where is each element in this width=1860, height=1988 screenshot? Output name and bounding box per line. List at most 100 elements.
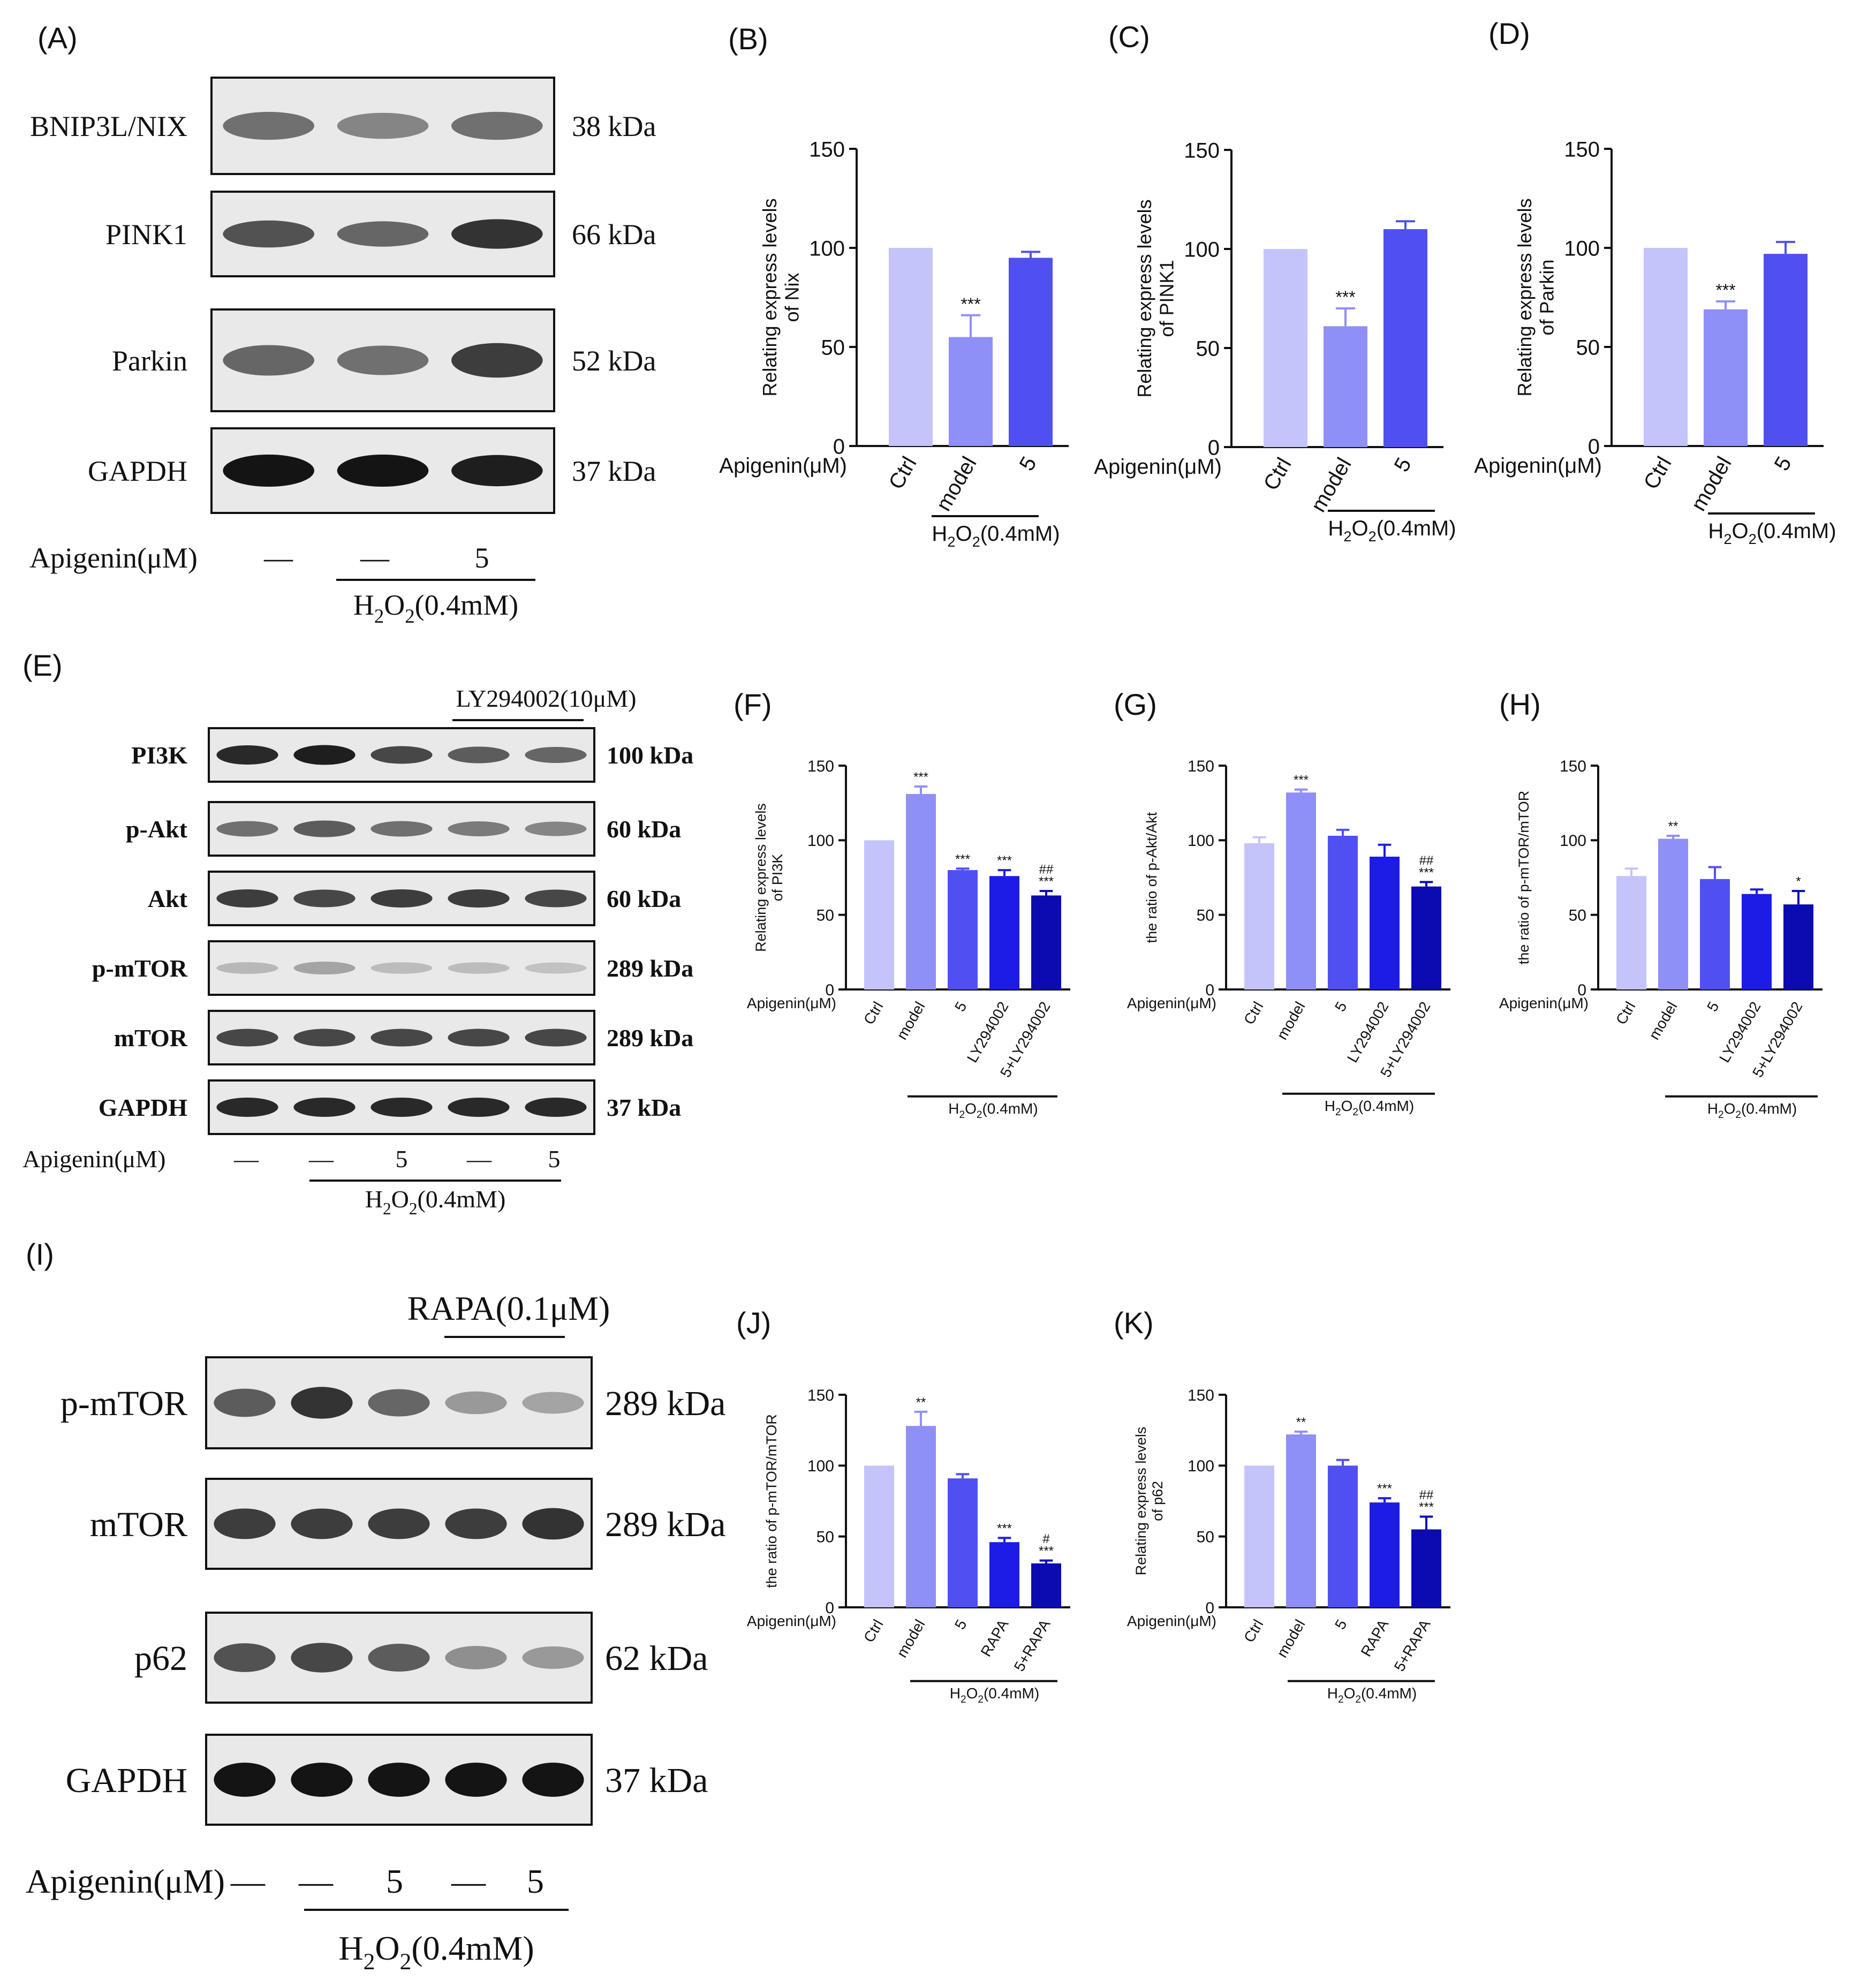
- panel-label: (G): [1114, 687, 1157, 721]
- y-axis-label: Relating express levels: [1133, 1427, 1149, 1576]
- y-tick-label: 50: [1197, 906, 1214, 924]
- bar: [1742, 894, 1772, 989]
- h2o2-label: H2O2(0.4mM): [365, 1185, 506, 1218]
- bar: [1658, 838, 1688, 989]
- panel-label: (D): [1488, 17, 1530, 50]
- y-tick-label: 150: [1560, 758, 1586, 775]
- blot-band: [522, 1508, 584, 1540]
- bar: [1370, 1502, 1400, 1607]
- bar: [1031, 1563, 1061, 1607]
- kda-label: 289 kDa: [605, 1505, 725, 1544]
- kda-label: 37 kDa: [607, 1094, 681, 1121]
- panel-label: (K): [1114, 1306, 1154, 1340]
- lane-treatment: —: [230, 1862, 266, 1900]
- y-tick-label: 100: [807, 1457, 834, 1475]
- blot-band: [368, 1763, 430, 1797]
- panel-label: (H): [1499, 687, 1541, 721]
- blot-band: [451, 219, 543, 249]
- blot-band: [216, 889, 278, 908]
- significance-mark: ***: [961, 294, 980, 314]
- protein-label: GAPDH: [66, 1761, 187, 1800]
- blot-band: [293, 1098, 356, 1117]
- blot-band: [522, 1763, 584, 1797]
- y-tick-label: 50: [1569, 906, 1586, 924]
- y-tick-label: 0: [1205, 1599, 1214, 1617]
- blot-band: [445, 1763, 507, 1797]
- y-tick-label: 100: [1564, 237, 1600, 260]
- significance-mark: **: [1668, 819, 1678, 834]
- panel-label-A: (A): [37, 21, 78, 55]
- blot-band: [368, 1389, 430, 1417]
- protein-label: p62: [134, 1639, 187, 1678]
- protein-label: GAPDH: [99, 1094, 187, 1121]
- bar: [864, 840, 894, 989]
- significance-mark: ***: [913, 770, 928, 784]
- blot-band: [371, 746, 433, 764]
- kda-label: 289 kDa: [607, 1024, 693, 1052]
- blot-band: [291, 1387, 353, 1419]
- bar-chart-b: (B) 0 50 100 150 Relating express levels of Ni…: [719, 22, 1069, 550]
- blot-band: [223, 454, 314, 487]
- blot-row-mtor: mTOR 289 kDa: [90, 1478, 725, 1570]
- blot-band: [293, 745, 356, 765]
- bar: [989, 876, 1019, 989]
- significance-mark: ***: [997, 1521, 1012, 1536]
- y-tick-label: 150: [1188, 1387, 1214, 1404]
- y-axis-label: of p62: [1150, 1481, 1166, 1521]
- blot-band: [216, 1098, 278, 1117]
- blot-band: [371, 1098, 433, 1117]
- bar: [1700, 879, 1730, 989]
- panel-label: (F): [734, 687, 772, 721]
- blot-band: [448, 1029, 510, 1047]
- y-tick-label: 150: [1184, 139, 1220, 162]
- lane-treatment: —: [263, 542, 293, 574]
- x-prefix-label: Apigenin(μM): [1127, 995, 1216, 1011]
- group-label: H2O2(0.4mM): [1325, 1098, 1414, 1118]
- blot-row-gapdh: GAPDH 37 kDa: [99, 1079, 681, 1135]
- x-prefix-label: Apigenin(μM): [1094, 455, 1222, 479]
- panel-label: (J): [736, 1306, 771, 1340]
- blot-row-bnip3l-nix: BNIP3L/NIX 38 kDa: [30, 77, 656, 175]
- significance-mark: **: [916, 1395, 926, 1410]
- blot-band: [371, 1029, 433, 1047]
- kda-label: 37 kDa: [572, 455, 656, 487]
- significance-mark: #: [1042, 1532, 1050, 1546]
- kda-label: 60 kDa: [607, 815, 681, 843]
- y-tick-label: 100: [1188, 1457, 1214, 1475]
- bar: [1704, 309, 1748, 446]
- blot-band: [451, 111, 543, 140]
- blot-band: [525, 747, 587, 763]
- y-tick-label: 0: [825, 1599, 834, 1617]
- blot-band: [216, 745, 278, 765]
- protein-label: GAPDH: [88, 455, 187, 487]
- bar: [1328, 835, 1358, 989]
- x-prefix-label: Apigenin(μM): [719, 454, 847, 478]
- blot-band: [448, 889, 510, 908]
- y-tick-label: 100: [1188, 832, 1214, 850]
- bar: [1244, 1465, 1274, 1607]
- blot-band: [451, 455, 543, 487]
- y-axis-label: of PI3K: [769, 854, 785, 902]
- kda-label: 60 kDa: [607, 885, 681, 912]
- panel-label: (C): [1108, 20, 1150, 54]
- significance-mark: ***: [1335, 288, 1355, 307]
- bar: [1264, 249, 1307, 447]
- x-prefix-label: Apigenin(μM): [747, 1613, 836, 1629]
- blot-band: [337, 454, 429, 487]
- western-blot-E: PI3K 100 kDa p-Akt 60 kDa Akt 60 kDa p-mTOR 289…: [22, 685, 693, 1218]
- group-label: H2O2(0.4mM): [932, 522, 1060, 550]
- blot-band: [448, 746, 510, 764]
- protein-label: p-mTOR: [61, 1384, 187, 1423]
- h2o2-label: H2O2(0.4mM): [338, 1929, 534, 1975]
- blot-band: [293, 962, 356, 974]
- y-tick-label: 0: [833, 435, 845, 458]
- significance-mark: ***: [1419, 1500, 1434, 1515]
- blot-band: [293, 889, 356, 908]
- panel-label: (B): [728, 22, 768, 56]
- blot-layer: (A) (E) (I) BNIP3L/NIX 38 kDa PINK1 66 kDa Park…: [22, 21, 725, 1975]
- blot-band: [448, 821, 510, 836]
- significance-mark: ##: [1419, 853, 1434, 868]
- blot-row-gapdh: GAPDH 37 kDa: [88, 427, 656, 514]
- bar: [1244, 843, 1274, 989]
